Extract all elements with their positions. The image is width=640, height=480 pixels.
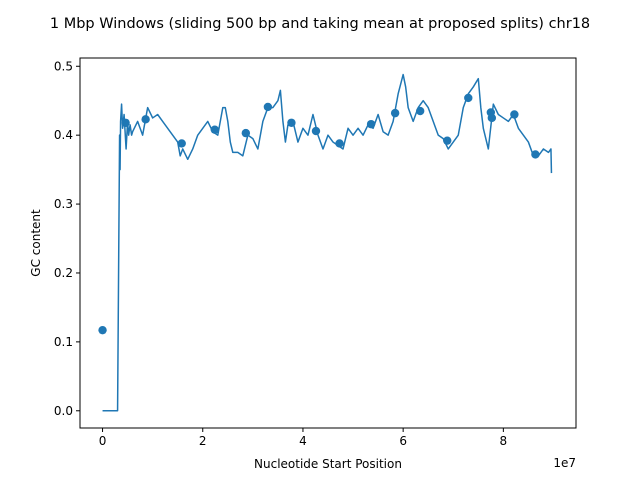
y-axis-label: GC content: [29, 209, 43, 277]
y-tick-label: 0.1: [54, 335, 73, 349]
y-tick-label: 0.3: [54, 197, 73, 211]
x-tick-label: 8: [500, 434, 508, 448]
y-tick-label: 0.2: [54, 266, 73, 280]
plot-area: [98, 73, 553, 412]
split-point-marker: [311, 126, 321, 136]
split-point-marker: [335, 139, 344, 148]
x-axis-label: Nucleotide Start Position: [254, 457, 402, 471]
y-axis: 0.0 0.1 0.2 0.3 0.4 0.5: [54, 59, 80, 418]
split-point-marker: [263, 102, 273, 112]
y-tick-label: 0.0: [54, 404, 73, 418]
chart-title: 1 Mbp Windows (sliding 500 bp and taking…: [50, 16, 590, 32]
split-point-marker: [177, 139, 186, 148]
split-point-marker: [121, 118, 130, 127]
split-point-marker: [487, 113, 497, 123]
split-point-marker: [464, 93, 473, 103]
x-tick-label: 2: [199, 434, 207, 448]
x-axis: 0 2 4 6 8: [99, 428, 507, 448]
y-tick-label: 0.4: [54, 128, 73, 142]
gc-content-line: [102, 73, 553, 412]
x-tick-label: 6: [399, 434, 407, 448]
split-point-marker: [287, 118, 296, 127]
split-point-marker: [531, 150, 540, 159]
split-point-marker: [390, 108, 400, 118]
split-point-marker: [98, 325, 107, 335]
axes-frame: [79, 57, 577, 429]
split-point-marker: [510, 110, 519, 119]
split-point-marker: [141, 115, 150, 124]
x-tick-label: 0: [99, 434, 107, 448]
split-point-marker: [241, 128, 251, 138]
split-point-marker: [210, 125, 219, 134]
x-axis-offset-text: 1e7: [553, 456, 576, 470]
split-point-marker: [366, 119, 376, 129]
split-point-marker: [443, 136, 452, 145]
y-tick-label: 0.5: [54, 59, 73, 73]
split-point-marker: [415, 106, 425, 116]
x-tick-label: 4: [299, 434, 307, 448]
